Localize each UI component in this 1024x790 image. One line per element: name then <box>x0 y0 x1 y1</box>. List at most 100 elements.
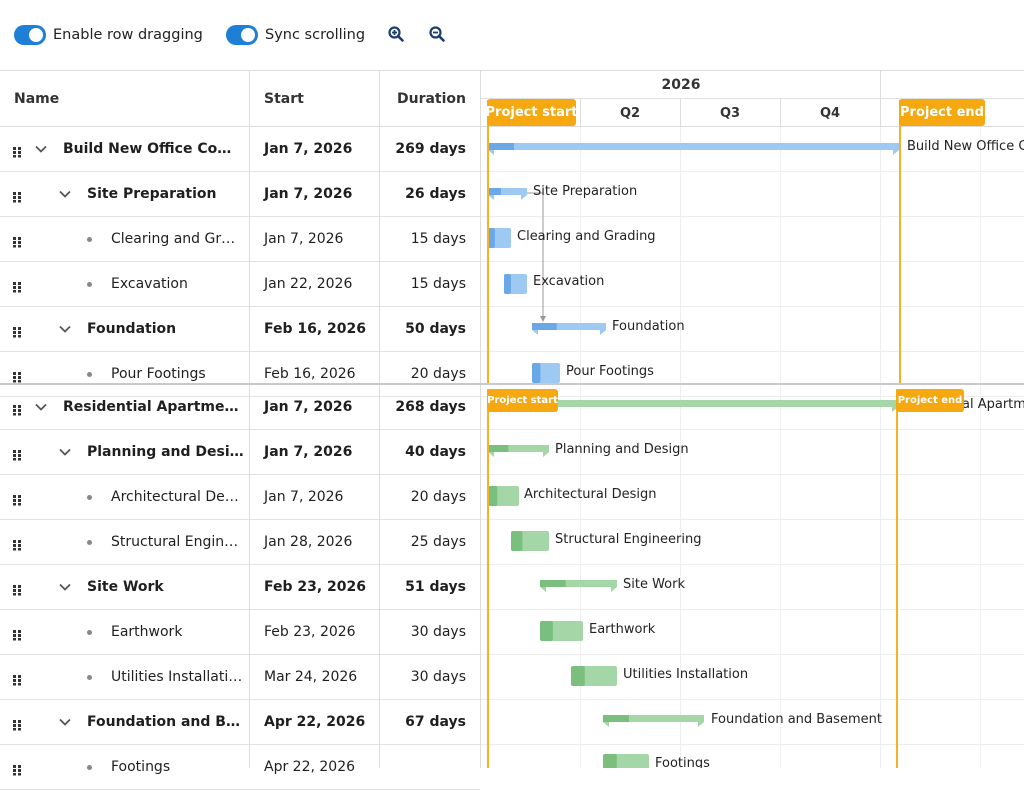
task-start: Jan 7, 2026 <box>264 231 344 247</box>
task-name: Earthwork <box>111 624 183 640</box>
bar-label: Structural Engineering <box>555 532 702 547</box>
drag-handle-icon[interactable] <box>12 233 22 248</box>
grid-chart-divider <box>480 70 481 127</box>
summary-bar[interactable] <box>488 143 899 155</box>
summary-bar[interactable] <box>487 400 898 412</box>
bar-label: Utilities Installation <box>623 667 749 682</box>
task-name: Structural Engin… <box>111 534 239 550</box>
column-header-start[interactable]: Start <box>264 91 304 107</box>
chevron-down-icon[interactable] <box>34 141 48 155</box>
task-name: Site Preparation <box>87 186 217 202</box>
task-duration: 50 days <box>405 321 466 337</box>
task-start: Jan 7, 2026 <box>264 399 353 415</box>
task-start: Jan 7, 2026 <box>264 186 353 202</box>
table-row[interactable]: Foundation and Ba… Apr 22, 2026 67 days <box>0 700 480 745</box>
zoom-in-icon[interactable] <box>387 25 405 43</box>
task-start: Jan 22, 2026 <box>264 276 353 292</box>
table-row[interactable]: Clearing and Gr… Jan 7, 2026 15 days <box>0 217 480 262</box>
bar-label: Clearing and Grading <box>517 229 656 244</box>
leaf-bullet-icon <box>87 540 92 545</box>
timeline-year: 2026 <box>481 71 881 99</box>
drag-handle-icon[interactable] <box>12 491 22 506</box>
drag-handle-icon[interactable] <box>12 581 22 596</box>
sync-scrolling-switch[interactable] <box>226 25 258 45</box>
table-row[interactable]: Structural Engin… Jan 28, 2026 25 days <box>0 520 480 565</box>
quarter-q3: Q3 <box>719 105 741 121</box>
table-row[interactable]: Planning and Design Jan 7, 2026 40 days <box>0 430 480 475</box>
chevron-down-icon[interactable] <box>34 399 48 413</box>
quarter-q2: Q2 <box>619 105 641 121</box>
drag-handle-icon[interactable] <box>12 671 22 686</box>
quarter-divider <box>680 99 681 127</box>
grid-chart-divider <box>480 127 481 768</box>
task-duration: 20 days <box>410 489 466 505</box>
task-duration: 67 days <box>405 714 466 730</box>
drag-handle-icon[interactable] <box>12 188 22 203</box>
chevron-down-icon[interactable] <box>58 444 72 458</box>
drag-handle-icon[interactable] <box>12 716 22 731</box>
row-dragging-toggle[interactable]: Enable row dragging <box>14 22 203 48</box>
drag-handle-icon[interactable] <box>12 536 22 551</box>
leaf-bullet-icon <box>87 675 92 680</box>
table-row[interactable]: Site Preparation Jan 7, 2026 26 days <box>0 172 480 217</box>
task-name: Excavation <box>111 276 188 292</box>
task-name: Clearing and Gr… <box>111 231 236 247</box>
table-row[interactable]: Earthwork Feb 23, 2026 30 days <box>0 610 480 655</box>
task-duration <box>380 745 466 789</box>
leaf-bullet-icon <box>87 372 92 377</box>
drag-handle-icon[interactable] <box>12 143 22 158</box>
drag-handle-icon[interactable] <box>12 368 22 383</box>
table-row[interactable]: Architectural De… Jan 7, 2026 20 days <box>0 475 480 520</box>
table-row[interactable]: Site Work Feb 23, 2026 51 days <box>0 565 480 610</box>
task-duration: 51 days <box>405 579 466 595</box>
task-name: Architectural De… <box>111 489 239 505</box>
column-header-duration[interactable]: Duration <box>396 91 466 107</box>
task-start: Jan 7, 2026 <box>264 444 353 460</box>
bar-label: Foundation and Basement <box>711 712 882 727</box>
task-name: Residential Apartment … <box>63 399 244 415</box>
table-row[interactable]: Build New Office Comp… Jan 7, 2026 269 day… <box>0 127 480 172</box>
chevron-down-icon[interactable] <box>58 186 72 200</box>
chevron-down-icon[interactable] <box>58 579 72 593</box>
project-end-line <box>899 100 901 383</box>
column-header-name[interactable]: Name <box>14 91 60 107</box>
sync-scrolling-toggle[interactable]: Sync scrolling <box>226 22 365 48</box>
column-divider <box>249 71 250 127</box>
task-duration: 269 days <box>395 141 466 157</box>
leaf-bullet-icon <box>87 495 92 500</box>
task-progress <box>571 666 585 686</box>
task-name: Utilities Installati… <box>111 669 243 685</box>
table-row[interactable]: Foundation Feb 16, 2026 50 days <box>0 307 480 352</box>
drag-handle-icon[interactable] <box>12 401 22 416</box>
task-duration: 26 days <box>405 186 466 202</box>
project-end-badge: Project end <box>899 99 985 126</box>
drag-handle-icon[interactable] <box>12 323 22 338</box>
task-start: Jan 7, 2026 <box>264 141 353 157</box>
drag-handle-icon[interactable] <box>12 278 22 293</box>
table-row[interactable]: Residential Apartment … Jan 7, 2026 268 da… <box>0 385 480 430</box>
task-progress <box>532 363 541 383</box>
project-end-badge: Project end <box>896 389 964 412</box>
task-name: Footings <box>111 759 171 775</box>
table-row[interactable]: Pour Footings Feb 16, 2026 20 days <box>0 352 480 397</box>
summary-progress <box>532 323 557 330</box>
row-dragging-label: Enable row dragging <box>53 27 203 43</box>
chevron-down-icon[interactable] <box>58 714 72 728</box>
chevron-down-icon[interactable] <box>58 321 72 335</box>
drag-handle-icon[interactable] <box>12 446 22 461</box>
task-progress <box>603 754 617 768</box>
dependency-line <box>527 192 544 320</box>
row-dragging-switch[interactable] <box>14 25 46 45</box>
split-divider[interactable] <box>0 383 1024 385</box>
drag-handle-icon[interactable] <box>12 626 22 641</box>
summary-progress <box>603 715 629 722</box>
table-row[interactable]: Utilities Installati… Mar 24, 2026 30 days <box>0 655 480 700</box>
project-start-badge: Project start <box>486 99 577 126</box>
task-duration: 40 days <box>405 444 466 460</box>
drag-handle-icon[interactable] <box>12 761 22 776</box>
task-start: Feb 23, 2026 <box>264 579 367 595</box>
toolbar: Enable row dragging Sync scrolling <box>0 0 1024 70</box>
table-row[interactable]: Excavation Jan 22, 2026 15 days <box>0 262 480 307</box>
leaf-bullet-icon <box>87 630 92 635</box>
zoom-out-icon[interactable] <box>428 25 446 43</box>
